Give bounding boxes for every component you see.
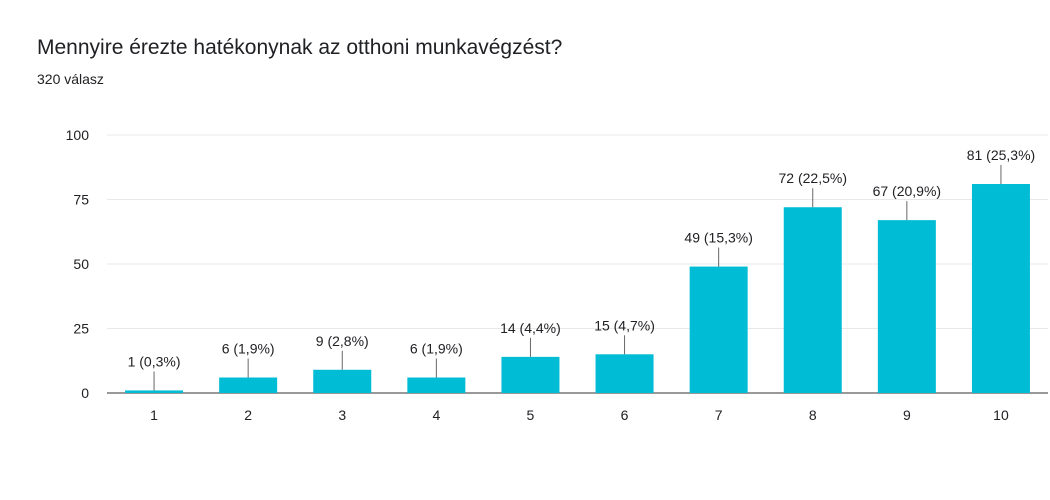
bar xyxy=(783,207,842,393)
x-tick-label: 8 xyxy=(809,407,817,423)
bar xyxy=(125,390,184,393)
y-tick-label: 25 xyxy=(73,321,89,337)
x-tick-label: 7 xyxy=(715,407,723,423)
data-label: 9 (2,8%) xyxy=(316,333,369,349)
bar xyxy=(313,369,372,393)
bar xyxy=(689,266,748,393)
y-tick-label: 100 xyxy=(66,127,90,143)
bar xyxy=(501,356,560,393)
bar xyxy=(971,184,1030,393)
y-tick-label: 50 xyxy=(73,256,89,272)
x-tick-label: 2 xyxy=(244,407,252,423)
data-label: 67 (20,9%) xyxy=(873,183,941,199)
bar xyxy=(407,377,466,393)
x-tick-label: 6 xyxy=(621,407,629,423)
data-label: 6 (1,9%) xyxy=(222,341,275,357)
data-label: 14 (4,4%) xyxy=(500,320,561,336)
bar xyxy=(877,220,936,393)
data-label: 1 (0,3%) xyxy=(128,353,181,369)
y-tick-label: 75 xyxy=(73,192,89,208)
data-label: 15 (4,7%) xyxy=(594,317,655,333)
data-label: 72 (22,5%) xyxy=(779,170,847,186)
x-tick-label: 5 xyxy=(527,407,535,423)
x-tick-label: 9 xyxy=(903,407,911,423)
data-label: 49 (15,3%) xyxy=(684,230,752,246)
y-tick-label: 0 xyxy=(81,385,89,401)
x-tick-label: 10 xyxy=(993,407,1009,423)
data-label: 6 (1,9%) xyxy=(410,341,463,357)
response-count: 320 válasz xyxy=(37,71,104,87)
chart-title: Mennyire érezte hatékonynak az otthoni m… xyxy=(37,36,563,59)
data-label: 81 (25,3%) xyxy=(967,147,1035,163)
x-tick-label: 3 xyxy=(338,407,346,423)
bar xyxy=(595,354,654,393)
x-tick-label: 1 xyxy=(150,407,158,423)
x-tick-label: 4 xyxy=(432,407,440,423)
bar xyxy=(219,377,278,393)
